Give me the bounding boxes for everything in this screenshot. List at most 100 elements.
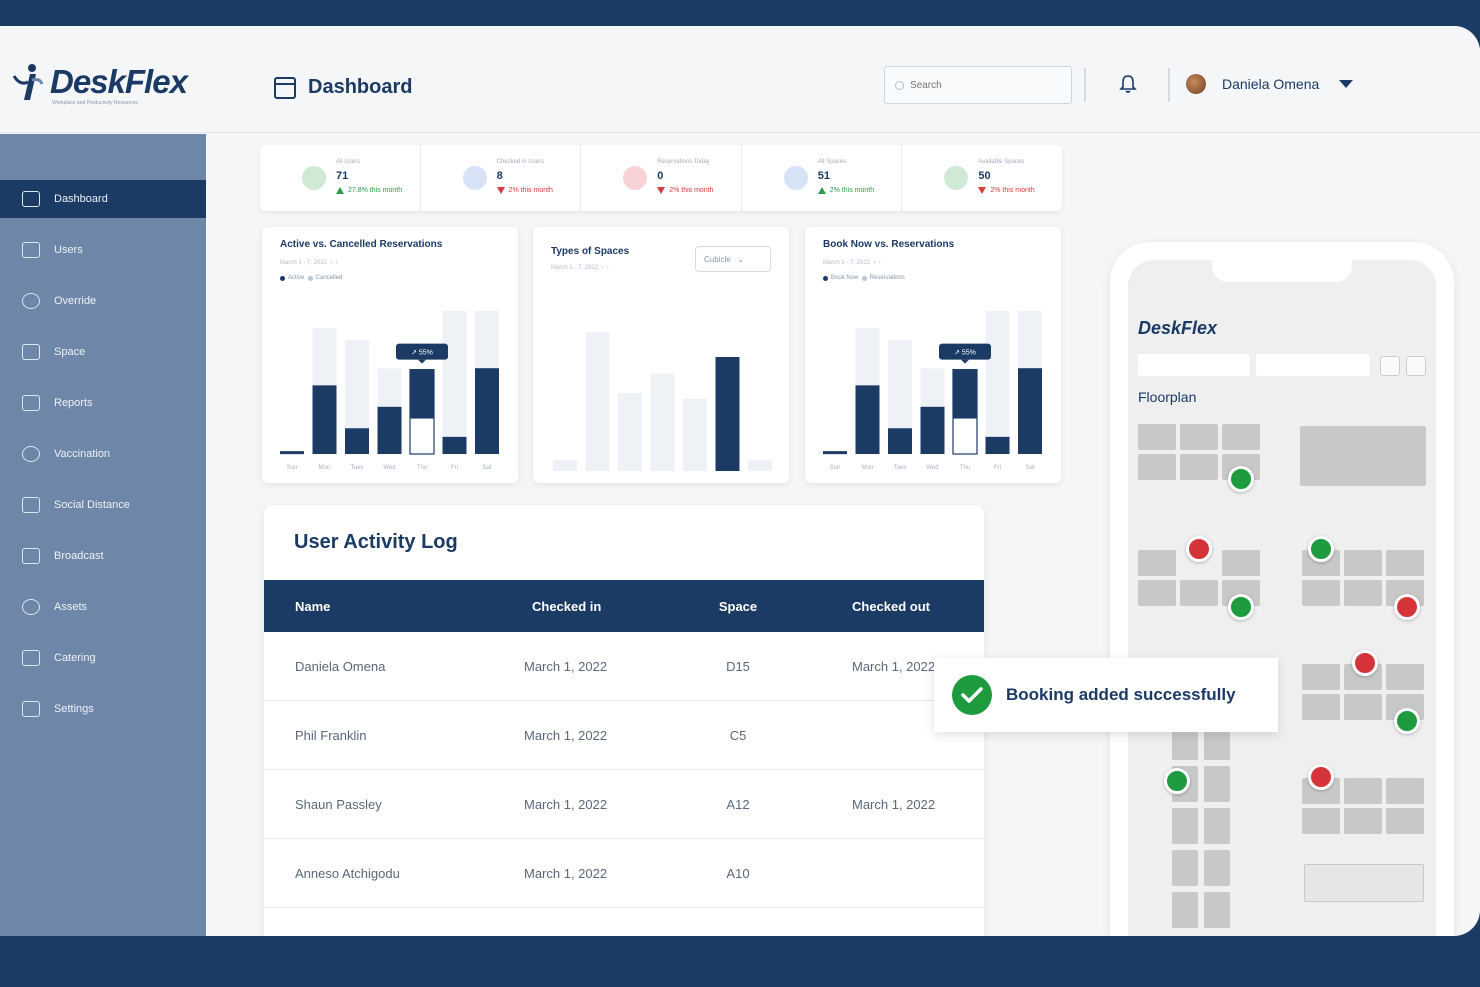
user-name: Daniela Omena [1222, 76, 1320, 92]
occupied-seat-marker[interactable] [1352, 650, 1378, 676]
bar-cancelled [442, 311, 467, 454]
sidebar-item-vaccination[interactable]: Vaccination [0, 435, 206, 473]
desk-seat[interactable] [1302, 664, 1340, 690]
desk-seat[interactable] [1344, 580, 1382, 606]
sidebar-item-dashboard[interactable]: Dashboard [0, 180, 206, 218]
sidebar-item-label: Broadcast [54, 550, 104, 562]
social-distance-icon [22, 497, 40, 513]
desk-seat[interactable] [1180, 424, 1218, 450]
desk-seat[interactable] [1302, 808, 1340, 834]
desk-seat[interactable] [1180, 454, 1218, 480]
x-tick-label: Fri [451, 465, 458, 471]
column-header-checked-in[interactable]: Checked in [532, 598, 602, 614]
occupied-seat-marker[interactable] [1186, 536, 1212, 562]
desk-seat[interactable] [1172, 892, 1198, 928]
desk-seat[interactable] [1204, 892, 1230, 928]
page-heading: Dashboard [274, 76, 412, 99]
chevron-down-icon[interactable] [1339, 80, 1354, 88]
available-seat-marker[interactable] [1394, 708, 1420, 734]
desk-seat[interactable] [1204, 850, 1230, 886]
desk-seat[interactable] [1344, 550, 1382, 576]
available-seat-marker[interactable] [1228, 466, 1254, 492]
sidebar-item-space[interactable]: Space [0, 333, 206, 371]
chart-date-range[interactable]: March 1 - 7, 2022 ‹ › [823, 260, 881, 266]
desk-seat[interactable] [1138, 550, 1176, 576]
sidebar-item-catering[interactable]: Catering [0, 639, 206, 677]
desk-seat[interactable] [1222, 424, 1260, 450]
x-tick-label: Thu [960, 465, 970, 471]
settings-icon [22, 701, 40, 717]
filter-icon[interactable] [1380, 356, 1400, 376]
cell-name: Daniela Omena [295, 658, 386, 674]
desk-seat[interactable] [1204, 808, 1230, 844]
desk-seat[interactable] [1344, 778, 1382, 804]
search-input[interactable] [910, 79, 1050, 91]
space-type-select[interactable]: Cubicle ⌄ [695, 246, 771, 272]
desk-seat[interactable] [1386, 808, 1424, 834]
mobile-date-field[interactable] [1138, 354, 1250, 376]
chart-date-range[interactable]: March 1 - 7, 2022 ‹ › [551, 265, 609, 271]
desk-seat[interactable] [1302, 694, 1340, 720]
bar-active [442, 436, 467, 454]
chart-date-range[interactable]: March 1 - 7, 2022 ‹ › [280, 260, 338, 266]
desk-seat[interactable] [1386, 664, 1424, 690]
arrow-down-icon [657, 187, 666, 194]
desk-seat[interactable] [1138, 424, 1176, 450]
desk-seat[interactable] [1344, 808, 1382, 834]
available-seat-marker[interactable] [1228, 594, 1254, 620]
sidebar-item-settings[interactable]: Settings [0, 690, 206, 728]
desk-seat[interactable] [1204, 766, 1230, 802]
table-row[interactable]: Phil Franklin March 1, 2022 C5 [264, 701, 984, 770]
legend-dot-reservations [861, 275, 867, 281]
desk-seat[interactable] [1172, 808, 1198, 844]
search-box[interactable] [884, 66, 1072, 104]
chart-legend: Book Now Reservations [823, 275, 905, 281]
table-row[interactable]: Daniela Omena March 1, 2022 D15 March 1, 20… [264, 632, 984, 701]
page-title: Dashboard [308, 76, 413, 98]
column-header-space[interactable]: Space [718, 598, 758, 614]
x-tick-label: Wed [383, 465, 395, 471]
table-row[interactable]: Anneso Atchigodu March 1, 2022 A10 [264, 839, 984, 908]
deskflex-logo[interactable]: DeskFlex Workplace and Productivity Reso… [10, 62, 188, 106]
x-tick-label: Mon [862, 465, 874, 471]
desk-seat[interactable] [1302, 580, 1340, 606]
chart-book-now: Sun Mon Tues Wed Thu Fri Sat ↗ 55% [823, 311, 1042, 471]
calendar-icon[interactable] [1406, 356, 1426, 376]
available-seat-marker[interactable] [1164, 768, 1190, 794]
desk-seat[interactable] [1138, 454, 1176, 480]
sidebar-item-broadcast[interactable]: Broadcast [0, 537, 206, 575]
bar-book-now [1018, 368, 1042, 454]
desk-seat[interactable] [1138, 580, 1176, 606]
bar-book-now [888, 428, 912, 454]
mobile-brand-name: DeskFlex [1138, 318, 1218, 338]
occupied-seat-marker[interactable] [1394, 594, 1420, 620]
occupied-seat-marker[interactable] [1308, 764, 1334, 790]
bar-reservations [985, 311, 1010, 454]
desk-seat[interactable] [1386, 550, 1424, 576]
reception-desk[interactable] [1304, 864, 1424, 902]
sidebar-item-users[interactable]: Users [0, 231, 206, 269]
meeting-table[interactable] [1300, 426, 1426, 486]
chart-card-types-of-spaces: Types of Spaces March 1 - 7, 2022 ‹ › Cu… [533, 227, 789, 483]
legend-dot-cancelled [307, 275, 313, 281]
notification-bell-icon[interactable] [1119, 74, 1137, 94]
sidebar-item-reports[interactable]: Reports [0, 384, 206, 422]
sidebar-item-override[interactable]: Override [0, 282, 206, 320]
sidebar-item-social-distance[interactable]: Social Distance [0, 486, 206, 524]
desk-seat[interactable] [1386, 778, 1424, 804]
available-seat-marker[interactable] [1308, 536, 1334, 562]
user-menu[interactable]: Daniela Omena [1186, 74, 1354, 94]
column-header-name[interactable]: Name [295, 598, 331, 614]
mobile-time-field[interactable] [1256, 354, 1370, 376]
desk-seat[interactable] [1172, 850, 1198, 886]
desk-seat[interactable] [1222, 550, 1260, 576]
avatar [1186, 74, 1206, 94]
desk-seat[interactable] [1180, 580, 1218, 606]
cell-checked-out: March 1, 2022 [852, 796, 936, 812]
sidebar-item-assets[interactable]: Assets [0, 588, 206, 626]
table-row[interactable]: Kallian Caricone March 1, 2022 B3 March 1, … [264, 908, 984, 937]
arrow-down-icon [496, 187, 505, 194]
table-row[interactable]: Shaun Passley March 1, 2022 A12 March 1, 20… [264, 770, 984, 839]
desk-seat[interactable] [1344, 694, 1382, 720]
column-header-checked-out[interactable]: Checked out [852, 598, 931, 614]
